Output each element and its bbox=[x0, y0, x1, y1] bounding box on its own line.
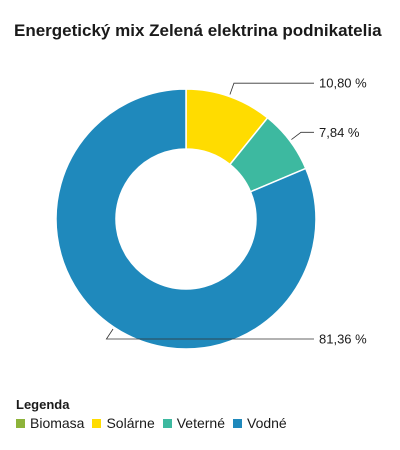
legend-label: Solárne bbox=[106, 415, 155, 431]
leader-line-veterné bbox=[291, 131, 314, 140]
slice-vodné bbox=[55, 88, 317, 350]
legend: Biomasa Solárne Veterné Vodné bbox=[16, 415, 295, 431]
data-label-vodné: 81,36 % bbox=[319, 332, 367, 347]
legend-label: Veterné bbox=[176, 415, 225, 431]
legend-swatch bbox=[162, 418, 172, 428]
legend-item-vodné: Vodné bbox=[233, 415, 287, 431]
donut-chart: 10,80 % 7,84 % 81,36 % bbox=[55, 76, 367, 350]
chart-title: Energetický mix Zelená elektrina podnika… bbox=[14, 21, 382, 40]
leader-line-solárne bbox=[229, 82, 314, 95]
data-label-solárne: 10,80 % bbox=[319, 76, 367, 91]
legend-label: Vodné bbox=[247, 415, 287, 431]
legend-item-veterné: Veterné bbox=[162, 415, 225, 431]
legend-item-solárne: Solárne bbox=[92, 415, 155, 431]
data-label-veterné: 7,84 % bbox=[319, 125, 360, 140]
legend-item-biomasa: Biomasa bbox=[16, 415, 84, 431]
leader-line-vodné bbox=[105, 328, 314, 340]
legend-swatch bbox=[16, 418, 25, 428]
legend-title: Legenda bbox=[16, 397, 70, 412]
legend-swatch bbox=[233, 418, 242, 428]
legend-label: Biomasa bbox=[30, 415, 85, 431]
legend-swatch bbox=[92, 418, 102, 428]
